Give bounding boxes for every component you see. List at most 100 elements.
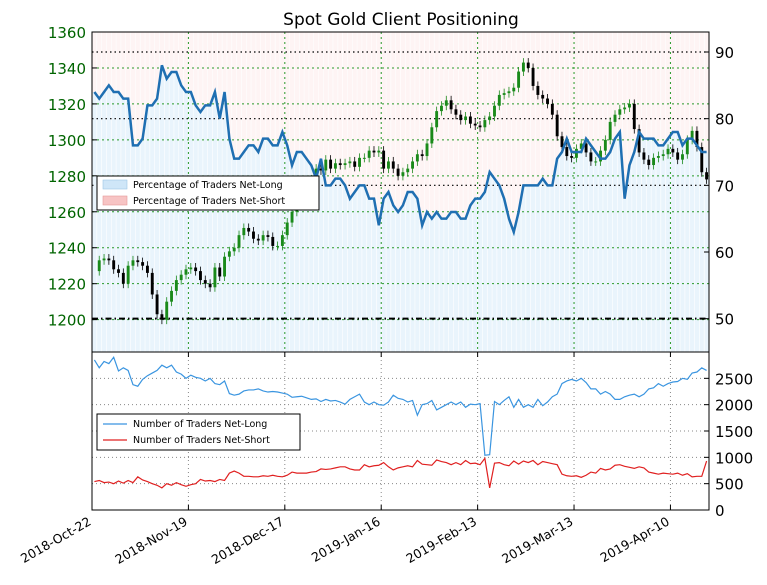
net-long-bar <box>222 92 227 352</box>
candle-body <box>444 100 448 106</box>
right-tick-label: 90 <box>715 44 734 62</box>
net-long-bar <box>651 138 656 352</box>
net-short-bar <box>145 32 150 106</box>
net-short-bar <box>198 32 203 112</box>
x-tick-label: 2019-Apr-10 <box>597 514 671 566</box>
net-long-bar <box>246 145 251 352</box>
net-short-bar <box>511 32 516 232</box>
candle-body <box>145 265 149 273</box>
candle-body <box>700 147 704 173</box>
net-long-bar <box>675 132 680 352</box>
candle-body <box>507 91 511 94</box>
candle-body <box>647 159 651 166</box>
net-long-bar <box>130 145 136 352</box>
net-long-bar <box>569 152 574 352</box>
net-long-bar <box>154 98 160 353</box>
net-short-bar <box>309 32 314 166</box>
net-long-bar <box>449 212 454 352</box>
candle-body <box>415 154 419 162</box>
candle-body <box>102 258 106 261</box>
net-short-bar <box>530 32 536 186</box>
candle-body <box>705 172 709 180</box>
net-short-bar <box>603 32 608 159</box>
series-line-number-net-short <box>94 456 708 489</box>
candle-body <box>401 172 405 176</box>
net-short-bar <box>410 32 415 192</box>
net-long-bar <box>632 152 637 352</box>
net-long-bar <box>521 185 526 352</box>
net-long-bar <box>622 198 627 352</box>
net-short-bar <box>521 32 526 186</box>
right-tick-label: 2500 <box>715 370 753 388</box>
net-long-bar <box>198 112 203 352</box>
net-long-bar <box>555 158 560 352</box>
net-short-bar <box>612 32 618 139</box>
candle-body <box>613 114 617 122</box>
right-tick-label: 70 <box>715 177 734 195</box>
candle-body <box>642 152 646 160</box>
net-short-bar <box>574 32 579 152</box>
net-long-bar <box>400 205 406 352</box>
left-tick-label: 1240 <box>48 240 86 258</box>
net-short-bar <box>555 32 560 159</box>
net-long-bar <box>318 158 324 352</box>
net-long-bar <box>338 178 343 352</box>
candle-body <box>483 120 487 128</box>
net-long-bar <box>314 178 319 352</box>
net-short-bar <box>328 32 333 186</box>
net-long-bar <box>261 138 266 352</box>
candle-body <box>574 148 578 158</box>
legend-swatch-net-long <box>102 179 128 190</box>
candle-body <box>473 123 477 126</box>
net-long-bar <box>183 92 189 352</box>
net-short-bar <box>617 32 622 132</box>
candle-body <box>382 150 386 169</box>
candle-body <box>353 161 357 167</box>
net-long-bar <box>265 138 271 352</box>
net-short-bar <box>150 32 155 106</box>
net-short-bar <box>391 32 396 206</box>
net-short-bar <box>314 32 319 179</box>
candle-body <box>517 71 521 88</box>
net-short-bar <box>651 32 656 139</box>
right-tick-label: 2000 <box>715 397 753 415</box>
candle-body <box>174 280 178 291</box>
net-long-bar <box>164 78 169 353</box>
x-tick-label: 2018-Dec-17 <box>209 514 287 567</box>
net-short-bar <box>357 32 362 186</box>
net-long-bar <box>608 152 613 352</box>
x-tick-label: 2019-Feb-13 <box>403 514 479 566</box>
net-short-bar <box>101 32 107 92</box>
x-tick-label: 2018-Nov-19 <box>112 514 190 567</box>
net-short-bar <box>294 32 299 152</box>
net-long-bar <box>323 185 328 352</box>
net-short-bar <box>121 32 126 99</box>
candle-body <box>203 280 207 284</box>
candle-body <box>155 294 159 315</box>
candle-body <box>189 267 193 270</box>
net-long-bar <box>612 138 618 352</box>
net-short-bar <box>473 32 478 199</box>
net-long-bar <box>193 105 198 352</box>
left-tick-label: 1360 <box>48 24 86 42</box>
net-short-bar <box>694 32 700 146</box>
net-long-bar <box>342 185 348 352</box>
net-short-bar <box>569 32 574 152</box>
net-short-bar <box>704 32 709 152</box>
net-short-bar <box>280 32 285 132</box>
net-short-bar <box>444 32 449 219</box>
net-short-bar <box>207 32 213 106</box>
net-short-bar <box>593 32 598 152</box>
net-short-bar <box>275 32 280 146</box>
candle-body <box>170 290 173 302</box>
bottom-panel: 0 500 1000 1500 2000 2500 Number of Traders N… <box>91 351 753 520</box>
candle-body <box>223 256 227 277</box>
candle-body <box>652 157 656 166</box>
net-long-bar <box>251 145 256 352</box>
candle-body <box>502 93 506 95</box>
left-tick-label: 1320 <box>48 96 86 114</box>
candle-body <box>319 168 323 171</box>
net-long-bar <box>540 178 545 352</box>
net-long-bar <box>362 185 367 352</box>
net-long-bar <box>477 198 483 352</box>
